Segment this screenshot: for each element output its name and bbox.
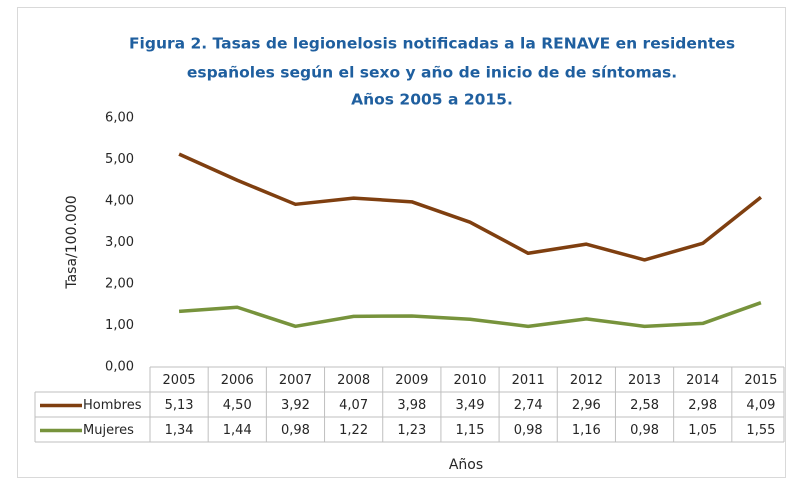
y-tick-label: 0,00 [105,360,134,375]
y-tick-label: 5,00 [105,152,134,167]
x-tick-label: 2011 [512,373,545,388]
data-label: 0,98 [514,423,543,438]
y-tick-label: 2,00 [105,277,134,292]
data-label: 1,05 [688,423,717,438]
data-label: 3,92 [281,398,310,413]
line-series [178,152,762,262]
x-tick-label: 2012 [570,373,603,388]
x-tick-label: 2006 [221,373,254,388]
chart-title: Figura 2. Tasas de legionelosis notifica… [129,35,735,53]
x-tick-label: 2015 [744,373,777,388]
x-axis-title: Años [449,457,483,473]
line-series [178,301,762,329]
data-label: 1,22 [339,423,368,438]
data-label: 1,34 [165,423,194,438]
data-label: 4,50 [223,398,252,413]
data-label: 5,13 [165,398,194,413]
chart-frame [17,7,786,478]
legend-label: Mujeres [83,423,134,438]
x-tick-label: 2008 [337,373,370,388]
data-label: 1,15 [456,423,485,438]
chart-title: Años 2005 a 2015. [351,91,513,109]
data-label: 1,16 [572,423,601,438]
chart-title: españoles según el sexo y año de inicio … [187,64,677,82]
data-label: 1,23 [397,423,426,438]
x-tick-label: 2010 [453,373,486,388]
y-tick-label: 4,00 [105,194,134,209]
x-tick-label: 2007 [279,373,312,388]
data-label: 2,74 [514,398,543,413]
y-tick-label: 1,00 [105,318,134,333]
data-label: 2,98 [688,398,717,413]
y-tick-label: 6,00 [105,111,134,126]
data-label: 1,44 [223,423,252,438]
x-tick-label: 2014 [686,373,719,388]
data-label: 2,58 [630,398,659,413]
data-label: 0,98 [281,423,310,438]
x-tick-label: 2005 [163,373,196,388]
data-label: 3,98 [397,398,426,413]
data-label: 4,09 [746,398,775,413]
y-tick-label: 3,00 [105,235,134,250]
data-label: 1,55 [746,423,775,438]
data-label: 3,49 [456,398,485,413]
y-axis-title: Tasa/100.000 [64,195,80,289]
x-tick-label: 2013 [628,373,661,388]
data-label: 4,07 [339,398,368,413]
data-label: 2,96 [572,398,601,413]
legend-label: Hombres [83,398,142,413]
x-tick-label: 2009 [395,373,428,388]
data-label: 0,98 [630,423,659,438]
